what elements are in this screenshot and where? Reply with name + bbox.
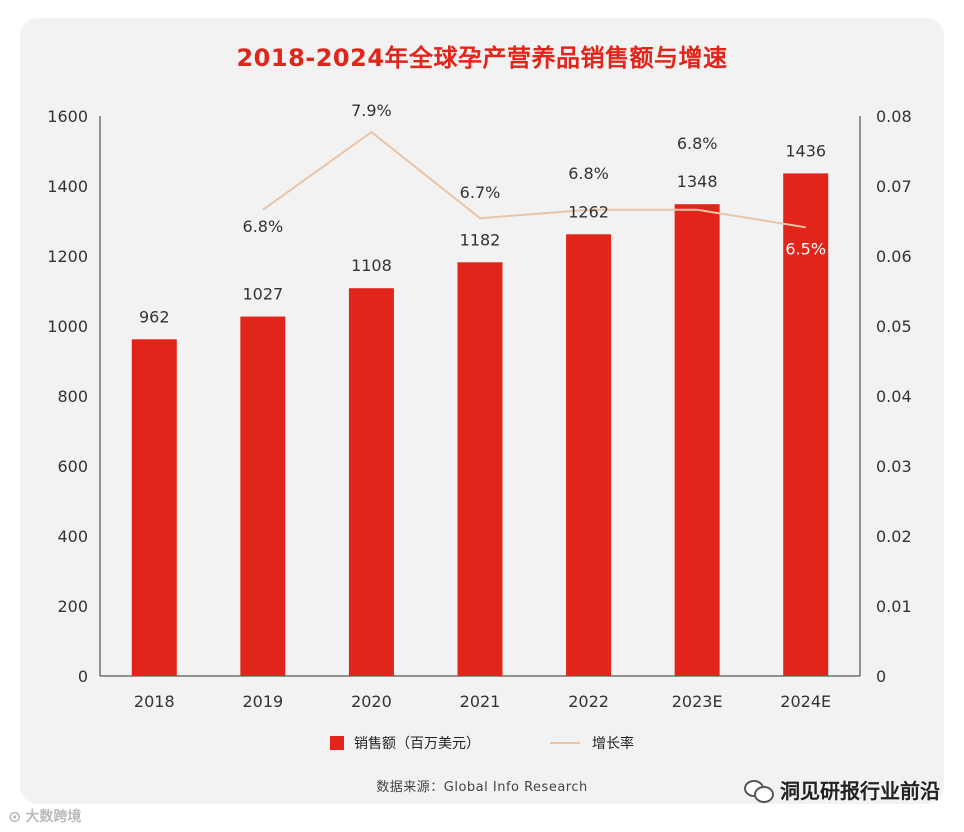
y-left-tick-label: 800 (57, 387, 88, 406)
y-left-tick-label: 600 (57, 457, 88, 476)
bar (131, 339, 177, 676)
axes: 0 200 400 600 800 1000 1200 1400 1600 0 0.01 0.02 0.… (47, 107, 911, 711)
bar-value-label: 1108 (351, 256, 392, 275)
bar-value-label: 1182 (460, 230, 501, 249)
growth-value-label: 6.8% (243, 217, 284, 236)
y-left-tick-label: 400 (57, 527, 88, 546)
y-right-tick-label: 0.05 (876, 317, 912, 336)
legend: 销售额（百万美元） 增长率 (0, 733, 964, 753)
y-right-tick-label: 0.07 (876, 177, 912, 196)
x-tick-label: 2019 (242, 692, 283, 711)
legend-sales-label: 销售额（百万美元） (354, 736, 480, 752)
y-right-tick-label: 0.08 (876, 107, 912, 126)
legend-line-swatch (550, 742, 580, 744)
wechat-icon (744, 778, 774, 803)
y-right-tick-label: 0 (876, 667, 886, 686)
x-tick-label: 2024E (780, 692, 831, 711)
y-left-tick-label: 1200 (47, 247, 88, 266)
legend-growth-label: 增长率 (592, 736, 634, 752)
watermark-right: 洞见研报行业前沿 (744, 775, 940, 804)
legend-item-growth: 增长率 (550, 733, 634, 753)
y-right-tick-label: 0.01 (876, 597, 912, 616)
x-tick-label: 2018 (134, 692, 175, 711)
x-tick-label: 2022 (568, 692, 609, 711)
growth-value-label: 6.8% (568, 164, 609, 183)
watermark-left-text: 大数跨境 (25, 809, 82, 825)
chart-title: 2018-2024年全球孕产营养品销售额与增速 (236, 44, 728, 72)
bar-value-label: 962 (139, 307, 170, 326)
x-tick-label: 2023E (672, 692, 723, 711)
y-right-tick-label: 0.04 (876, 387, 912, 406)
watermark-left: ⊙ 大数跨境 (8, 806, 81, 826)
y-left-tick-label: 1600 (47, 107, 88, 126)
growth-line (262, 130, 806, 229)
bar (348, 288, 394, 676)
y-left-tick-label: 1400 (47, 177, 88, 196)
x-tick-label: 2020 (351, 692, 392, 711)
bar (457, 262, 503, 676)
bar-value-label: 1262 (568, 202, 609, 221)
growth-value-label: 6.7% (460, 183, 501, 202)
y-right-tick-label: 0.06 (876, 247, 912, 266)
legend-bar-swatch (330, 736, 344, 750)
y-right-tick-label: 0.03 (876, 457, 912, 476)
y-right-tick-label: 0.02 (876, 527, 912, 546)
bar (566, 234, 612, 677)
data-labels: 962 1027 1108 1182 1262 1348 1436 6.8% 7.9% 6.7% 6… (139, 101, 826, 326)
growth-value-label: 7.9% (351, 101, 392, 120)
bar-value-label: 1027 (242, 285, 283, 304)
growth-line-path (262, 130, 806, 229)
bar-value-label: 1348 (677, 172, 718, 191)
watermark-right-text: 洞见研报行业前沿 (780, 779, 940, 803)
y-left-tick-label: 1000 (47, 317, 88, 336)
source-note: 数据来源：Global Info Research (376, 780, 588, 795)
growth-value-label: 6.5% (785, 239, 826, 258)
bar-value-label: 1436 (785, 141, 826, 160)
bar (240, 316, 286, 676)
bars (131, 173, 829, 677)
x-tick-label: 2021 (460, 692, 501, 711)
y-left-tick-label: 0 (78, 667, 88, 686)
bar (783, 173, 829, 676)
y-left-tick-label: 200 (57, 597, 88, 616)
logo-icon: ⊙ (8, 806, 22, 826)
growth-value-label: 6.8% (677, 134, 718, 153)
legend-item-sales: 销售额（百万美元） (330, 733, 480, 753)
bar (674, 204, 720, 676)
